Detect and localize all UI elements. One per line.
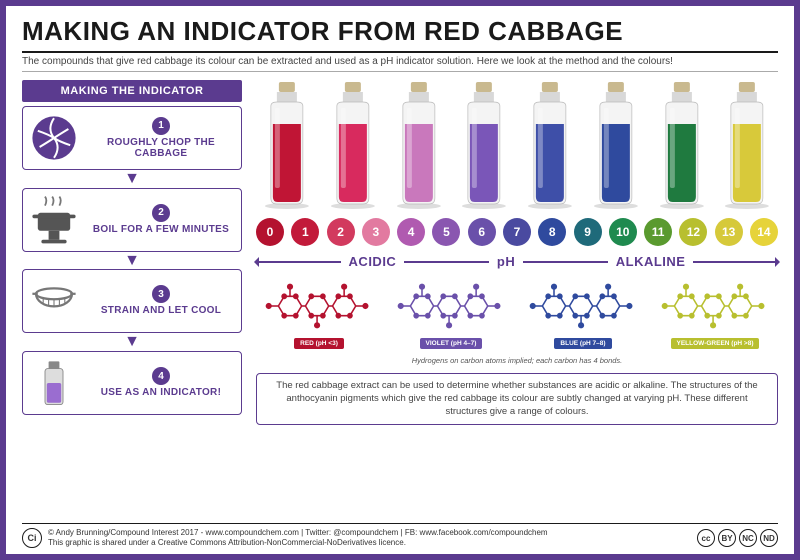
molecule-structure: BLUE (pH 7–8) <box>520 277 646 349</box>
indicator-bottle <box>651 80 713 210</box>
cc-badge-icon: ND <box>760 529 778 547</box>
step-label: ROUGHLY CHOP THE CABBAGE <box>89 137 233 160</box>
step-label: BOIL FOR A FEW MINUTES <box>93 224 229 236</box>
page-title: MAKING AN INDICATOR FROM RED CABBAGE <box>22 16 778 53</box>
indicator-bottle <box>716 80 778 210</box>
molecule-structure: VIOLET (pH 4–7) <box>388 277 514 349</box>
molecule-label: VIOLET (pH 4–7) <box>420 338 483 349</box>
right-panel: 01234567891011121314 ACIDIC pH ALKALINE <box>256 80 778 517</box>
ph-dot: 10 <box>609 218 637 246</box>
indicator-bottle <box>322 80 384 210</box>
explanation-box: The red cabbage extract can be used to d… <box>256 373 778 425</box>
steps-panel: MAKING THE INDICATOR 1 ROUGHLY CHOP THE … <box>22 80 242 517</box>
pot-icon <box>27 193 81 247</box>
molecule-label: BLUE (pH 7–8) <box>554 338 611 349</box>
ph-dot: 14 <box>750 218 778 246</box>
cc-badges: ccBYNCND <box>697 529 778 547</box>
step-1: 1 ROUGHLY CHOP THE CABBAGE <box>22 106 242 170</box>
indicator-bottle <box>585 80 647 210</box>
axis-center-label: pH <box>497 254 515 269</box>
arrow-down-icon: ▼ <box>124 337 140 347</box>
ci-logo-icon: Ci <box>22 528 42 548</box>
step-3: 3 STRAIN AND LET COOL <box>22 269 242 333</box>
ph-dot: 13 <box>715 218 743 246</box>
ph-dot: 4 <box>397 218 425 246</box>
molecule-label: RED (pH <3) <box>294 338 344 349</box>
content-row: MAKING THE INDICATOR 1 ROUGHLY CHOP THE … <box>22 80 778 517</box>
ph-dot: 1 <box>291 218 319 246</box>
footer: Ci © Andy Brunning/Compound Interest 201… <box>22 523 778 548</box>
indicator-bottle <box>519 80 581 210</box>
molecule-structure: RED (pH <3) <box>256 277 382 349</box>
step-number: 2 <box>152 204 170 222</box>
ph-axis: ACIDIC pH ALKALINE <box>256 254 778 269</box>
indicator-bottle <box>256 80 318 210</box>
steps-header: MAKING THE INDICATOR <box>22 80 242 102</box>
ph-dot: 3 <box>362 218 390 246</box>
step-number: 4 <box>152 367 170 385</box>
ph-dot: 6 <box>468 218 496 246</box>
step-4: 4 USE AS AN INDICATOR! <box>22 351 242 415</box>
bottle-icon <box>27 356 81 410</box>
ph-dot: 5 <box>432 218 460 246</box>
indicator-bottle <box>453 80 515 210</box>
axis-acidic-label: ACIDIC <box>349 254 397 269</box>
arrow-down-icon: ▼ <box>124 174 140 184</box>
ph-dot: 9 <box>574 218 602 246</box>
step-2: 2 BOIL FOR A FEW MINUTES <box>22 188 242 252</box>
step-number: 3 <box>152 285 170 303</box>
cc-badge-icon: cc <box>697 529 715 547</box>
footer-license: This graphic is shared under a Creative … <box>48 538 548 548</box>
cabbage-icon <box>27 111 81 165</box>
ph-dot: 0 <box>256 218 284 246</box>
axis-arrow-left-icon <box>256 261 341 263</box>
ph-scale: 01234567891011121314 <box>256 218 778 246</box>
cc-badge-icon: BY <box>718 529 736 547</box>
molecule-row: RED (pH <3) VIOLET (pH 4–7) <box>256 277 778 349</box>
step-label: USE AS AN INDICATOR! <box>101 387 221 399</box>
indicator-bottle <box>388 80 450 210</box>
infographic-frame: MAKING AN INDICATOR FROM RED CABBAGE The… <box>0 0 800 560</box>
step-label: STRAIN AND LET COOL <box>101 305 221 317</box>
molecule-label: YELLOW-GREEN (pH >8) <box>671 338 760 349</box>
step-number: 1 <box>152 117 170 135</box>
ph-dot: 11 <box>644 218 672 246</box>
ph-dot: 2 <box>327 218 355 246</box>
ph-dot: 12 <box>679 218 707 246</box>
page-subtitle: The compounds that give red cabbage its … <box>22 56 778 72</box>
cc-badge-icon: NC <box>739 529 757 547</box>
strainer-icon <box>27 274 81 328</box>
molecule-footnote: Hydrogens on carbon atoms implied; each … <box>256 356 778 365</box>
bottle-row <box>256 80 778 210</box>
molecule-structure: YELLOW-GREEN (pH >8) <box>652 277 778 349</box>
footer-credit: © Andy Brunning/Compound Interest 2017 -… <box>48 528 548 538</box>
axis-alkaline-label: ALKALINE <box>616 254 686 269</box>
arrow-down-icon: ▼ <box>124 256 140 266</box>
axis-arrow-right-icon <box>693 261 778 263</box>
ph-dot: 7 <box>503 218 531 246</box>
ph-dot: 8 <box>538 218 566 246</box>
